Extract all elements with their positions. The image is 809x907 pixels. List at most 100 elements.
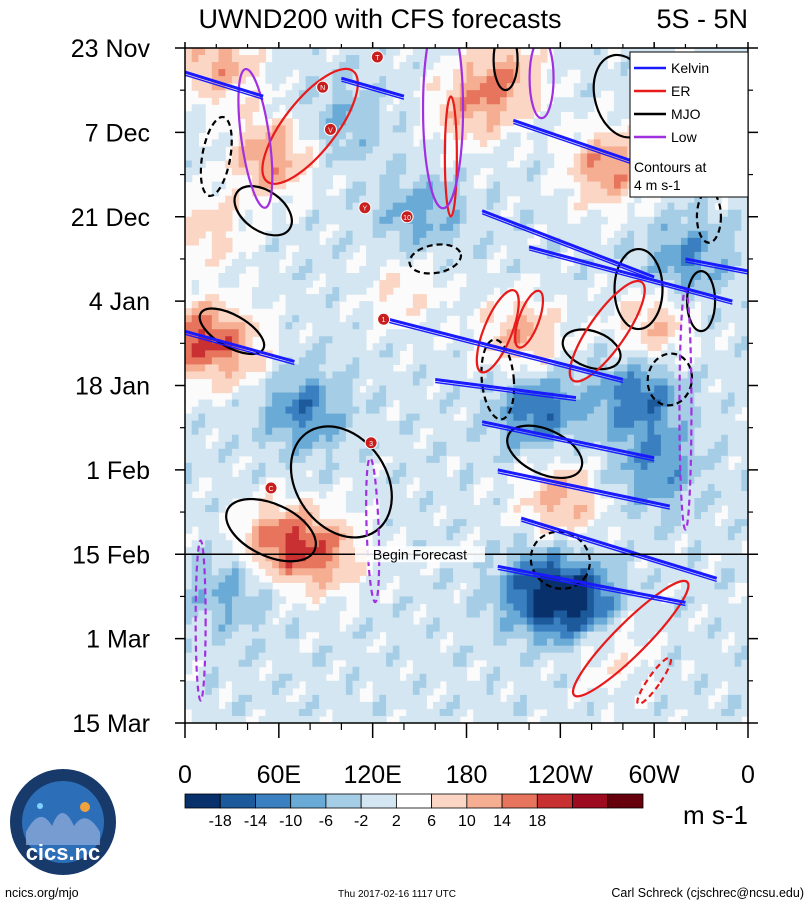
mjo-contour — [506, 424, 584, 480]
kelvin-contour — [685, 257, 748, 273]
x-tick-label: 0 — [178, 761, 192, 789]
tc-marker: Y — [358, 201, 372, 215]
kelvin-contour — [435, 381, 577, 402]
forecast-label: Begin Forecast — [373, 546, 467, 562]
tc-marker: 10 — [400, 210, 414, 224]
low-contour — [237, 67, 274, 209]
y-tick-label: 1 Feb — [86, 457, 150, 485]
kelvin-contour — [497, 468, 671, 508]
colorbar-box — [325, 793, 362, 809]
colorbar-label: 10 — [458, 813, 476, 830]
colorbar-box — [184, 793, 221, 809]
kelvin-contour — [185, 74, 264, 100]
axes: 23 Nov 7 Dec 21 Dec 4 Jan 18 Jan 1 Feb 15 Feb 1… — [71, 35, 758, 789]
kelvin-contour — [481, 423, 655, 462]
x-tick-label: 180 — [446, 761, 488, 789]
colorbar-label: 2 — [392, 813, 401, 830]
legend-note: 4 m s-1 — [634, 177, 681, 193]
colorbar-label: 6 — [427, 813, 436, 830]
legend-box — [629, 51, 749, 198]
y-tick-label: 4 Jan — [89, 288, 150, 316]
footer-left: ncics.org/mjo — [5, 886, 79, 900]
colorbar-label: -18 — [209, 813, 232, 830]
tc-marker: 1 — [377, 312, 391, 326]
tc-marker-dot — [377, 312, 391, 326]
er-contour — [636, 656, 673, 706]
mjo-contour — [289, 425, 393, 539]
wave-contours — [185, 48, 748, 706]
colorbar-box — [536, 793, 573, 809]
er-contour — [475, 289, 520, 374]
kelvin-contour — [497, 472, 670, 510]
legend: Kelvin ER MJO Low Contours at 4 m s-1 — [629, 51, 749, 198]
legend-note: Contours at — [634, 159, 706, 175]
tc-marker-dot — [264, 481, 278, 495]
kelvin-contour — [528, 249, 733, 305]
low-contour — [421, 48, 465, 210]
tc-marker-label: Y — [363, 206, 368, 213]
kelvin-contour — [497, 568, 686, 607]
colorbar-box — [290, 793, 327, 809]
y-tick-label: 15 Mar — [72, 710, 150, 738]
colorbar-box — [466, 793, 503, 809]
mjo-contour — [492, 48, 519, 92]
tc-marker-label: N — [320, 85, 325, 92]
kelvin-contour — [528, 245, 733, 303]
colorbar-box — [360, 793, 397, 809]
tc-marker: 3 — [364, 436, 378, 450]
colorbar-box — [395, 793, 433, 809]
legend-label: ER — [671, 83, 690, 99]
er-contour — [571, 579, 690, 698]
y-tick-label: 7 Dec — [85, 119, 150, 147]
chart-region: 5S - 5N — [656, 4, 748, 34]
tropical-cyclone-markers: T N V Y 10 1 3 C — [264, 50, 414, 495]
y-tick-label: 23 Nov — [71, 35, 151, 63]
kelvin-contour — [481, 209, 655, 279]
tc-marker-dot — [316, 80, 330, 94]
er-contour — [568, 279, 646, 383]
chart-title: UWND200 with CFS forecasts — [198, 4, 561, 34]
legend-label: Kelvin — [671, 60, 709, 76]
colorbar-label: -6 — [319, 813, 333, 830]
colorbar-label: 14 — [493, 813, 511, 830]
mjo-contour — [233, 185, 293, 237]
kelvin-contour — [481, 420, 655, 460]
tc-marker-dot — [323, 122, 337, 136]
legend-label: MJO — [671, 106, 701, 122]
x-tick-label: 60W — [628, 761, 680, 789]
kelvin-contour — [435, 377, 577, 400]
colorbar-box — [572, 793, 609, 809]
tc-marker: V — [323, 122, 337, 136]
mjo-contour — [408, 243, 463, 275]
tc-marker-dot — [364, 436, 378, 450]
er-contour — [261, 67, 359, 185]
kelvin-contour — [685, 261, 748, 275]
colorbar-units: m s-1 — [683, 800, 748, 830]
colorbar-label: -2 — [354, 813, 368, 830]
tc-marker: T — [370, 50, 384, 64]
mjo-contour — [613, 247, 664, 331]
footer-right: Carl Schreck (cjschrec@ncsu.edu) — [611, 886, 804, 900]
kelvin-contour — [387, 317, 624, 381]
tc-marker-dot — [370, 50, 384, 64]
low-contour — [528, 48, 555, 120]
tc-marker-label: 3 — [369, 441, 373, 448]
kelvin-contour — [497, 564, 686, 604]
colorbar-box — [431, 793, 468, 809]
kelvin-contour — [481, 213, 655, 281]
tc-marker: C — [264, 481, 278, 495]
tc-marker-label: 10 — [403, 215, 411, 222]
tc-marker-dot — [400, 210, 414, 224]
footer-timestamp: Thu 2017-02-16 1117 UTC — [338, 889, 456, 900]
kelvin-contour — [340, 76, 405, 98]
er-contour — [514, 289, 545, 349]
kelvin-contour — [388, 321, 624, 384]
mjo-contour — [561, 328, 622, 371]
mjo-contour — [199, 115, 233, 198]
y-tick-label: 1 Mar — [86, 626, 150, 654]
tc-marker: N — [316, 80, 330, 94]
mjo-contour — [529, 530, 591, 590]
tc-marker-dot — [358, 201, 372, 215]
legend-label: Low — [671, 129, 698, 145]
